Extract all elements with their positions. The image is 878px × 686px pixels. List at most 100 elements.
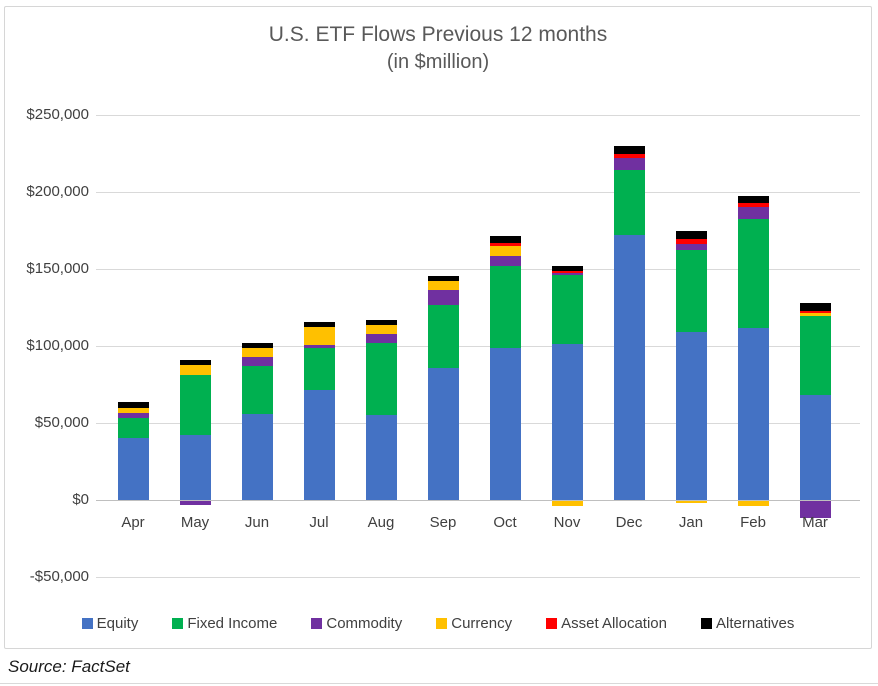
y-axis-labels: $250,000 $200,000 $150,000 $100,000 $50,000 $…	[5, 7, 871, 648]
x-tick-label: Sep	[429, 514, 457, 531]
x-tick-label: Jun	[244, 514, 270, 531]
bar-segment-currency	[552, 501, 583, 506]
legend-label: Asset Allocation	[561, 615, 667, 632]
legend-item-alternatives: Alternatives	[701, 615, 794, 632]
x-tick-label: Apr	[121, 514, 145, 531]
bar-segment-equity	[304, 390, 335, 500]
x-tick-label: Feb	[740, 514, 766, 531]
bar-segment-commodity	[738, 207, 769, 219]
legend-item-currency: Currency	[436, 615, 512, 632]
bar-segment-asset-allocation	[800, 311, 831, 313]
gridline	[96, 115, 860, 116]
bar-segment-commodity	[676, 244, 707, 250]
bar-segment-equity	[614, 235, 645, 500]
bar-segment-equity	[242, 414, 273, 500]
bar-segment-alternatives	[676, 231, 707, 239]
bar-segment-fixed-income	[552, 275, 583, 344]
bar-segment-alternatives	[304, 322, 335, 327]
gridline	[96, 346, 860, 347]
y-tick-label: -$50,000	[29, 568, 89, 585]
gridline	[96, 269, 860, 270]
bar-segment-alternatives	[118, 402, 149, 408]
bar-segment-commodity	[118, 413, 149, 418]
bar-segment-fixed-income	[738, 219, 769, 328]
gridline	[96, 577, 860, 578]
bar-segment-asset-allocation	[490, 243, 521, 246]
legend-item-asset-allocation: Asset Allocation	[546, 615, 667, 632]
y-tick-label: $200,000	[26, 183, 89, 200]
legend-item-fixed-income: Fixed Income	[172, 615, 277, 632]
y-tick-label: $150,000	[26, 260, 89, 277]
bar-segment-currency	[118, 408, 149, 413]
bar-segment-currency	[304, 327, 335, 345]
bars-layer	[5, 7, 871, 648]
y-tick-label: $0	[72, 491, 89, 508]
legend-item-commodity: Commodity	[311, 615, 402, 632]
bar-segment-fixed-income	[800, 316, 831, 395]
bar-segment-currency	[676, 501, 707, 503]
bar-segment-fixed-income	[304, 348, 335, 390]
zero-axis-line	[96, 500, 860, 501]
legend-swatch	[436, 618, 448, 629]
bar-segment-alternatives	[180, 360, 211, 365]
source-note: Source: FactSet	[8, 657, 130, 676]
bar-segment-asset-allocation	[552, 271, 583, 273]
bar-segment-equity	[366, 415, 397, 500]
bar-segment-alternatives	[614, 146, 645, 154]
bar-segment-alternatives	[800, 303, 831, 311]
bar-segment-alternatives	[490, 236, 521, 243]
chart-title-line1: U.S. ETF Flows Previous 12 months	[268, 23, 608, 46]
x-tick-label: Jul	[309, 514, 329, 531]
bar-segment-fixed-income	[614, 170, 645, 235]
x-tick-label: Dec	[615, 514, 643, 531]
chart-title: U.S. ETF Flows Previous 12 months (in $m…	[5, 21, 871, 76]
bar-segment-commodity	[242, 357, 273, 366]
bar-segment-equity	[118, 438, 149, 500]
legend-item-equity: Equity	[81, 615, 138, 632]
bar-segment-equity	[738, 328, 769, 500]
bar-segment-commodity	[366, 334, 397, 343]
bar-segment-commodity	[614, 158, 645, 170]
bar-segment-equity	[800, 395, 831, 500]
y-tick-label: $100,000	[26, 337, 89, 354]
bar-segment-asset-allocation	[738, 203, 769, 207]
bar-segment-currency	[738, 501, 769, 506]
bar-segment-currency	[800, 313, 831, 316]
legend-label: Alternatives	[716, 615, 795, 632]
legend-swatch	[172, 618, 184, 629]
bar-segment-equity	[490, 348, 521, 500]
legend-swatch	[546, 618, 558, 629]
x-tick-label: May	[180, 514, 210, 531]
bar-segment-fixed-income	[490, 266, 521, 348]
bar-segment-currency	[366, 325, 397, 334]
chart-legend: Equity Fixed Income Commodity Currency Asset…	[5, 615, 871, 632]
legend-swatch	[701, 618, 712, 629]
y-tick-label: $50,000	[34, 414, 89, 431]
bar-segment-equity	[180, 435, 211, 500]
page-bottom-rule	[0, 683, 878, 684]
chart-title-line2: (in $million)	[386, 51, 490, 73]
legend-swatch	[311, 618, 323, 629]
bar-segment-commodity	[552, 273, 583, 275]
x-tick-label: Mar	[802, 514, 828, 531]
y-tick-label: $250,000	[26, 106, 89, 123]
bar-segment-alternatives	[366, 320, 397, 325]
bar-segment-commodity	[304, 345, 335, 348]
x-axis-labels: Apr May Jun Jul Aug Sep Oct Nov Dec Jan Feb Mar	[5, 7, 871, 648]
bar-segment-fixed-income	[118, 418, 149, 438]
bar-segment-fixed-income	[180, 375, 211, 435]
bar-segment-commodity	[800, 501, 831, 518]
bar-segment-currency	[428, 281, 459, 290]
x-tick-label: Nov	[553, 514, 581, 531]
bar-segment-asset-allocation	[614, 154, 645, 158]
gridline	[96, 192, 860, 193]
bar-segment-currency	[242, 348, 273, 357]
bar-segment-alternatives	[242, 343, 273, 348]
bar-segment-fixed-income	[676, 250, 707, 332]
bar-segment-currency	[180, 365, 211, 375]
bar-segment-asset-allocation	[676, 239, 707, 244]
bar-segment-fixed-income	[366, 343, 397, 415]
legend-swatch	[81, 618, 93, 629]
bar-segment-alternatives	[552, 266, 583, 271]
legend-label: Fixed Income	[187, 615, 278, 632]
